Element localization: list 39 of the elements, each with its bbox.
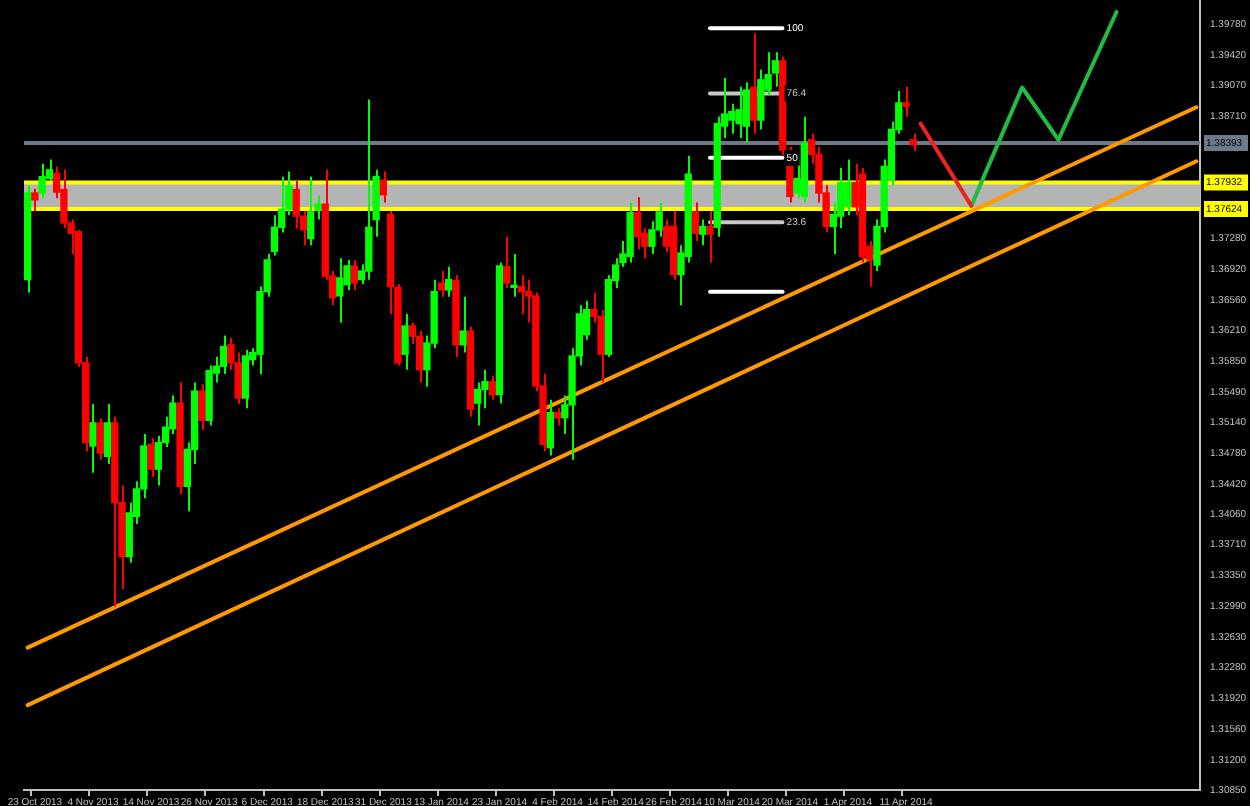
candlestick [307,175,315,247]
candlestick [365,98,373,281]
candlestick [89,403,97,474]
candlestick [503,235,511,290]
candlestick [633,196,642,251]
candlestick [626,201,634,264]
candlestick [415,330,424,384]
candlestick [154,434,162,487]
candlestick [198,383,206,431]
candlestick [749,32,758,135]
candlestick [699,218,707,247]
candlestick [31,187,39,213]
candlestick [103,403,112,466]
candlestick [771,51,779,88]
candlestick [459,295,467,354]
candlestick [38,162,46,200]
candlestick [510,252,518,298]
candlestick [691,201,700,243]
candlestick [742,81,750,144]
candlestick [350,258,358,291]
candlestick [60,168,68,230]
candlestick [488,374,496,401]
candlestick [96,417,104,461]
candlestick [437,270,446,298]
candlestick [445,265,453,298]
candlestick [241,348,250,410]
candlestick [757,68,765,131]
candlestick [379,170,387,204]
candlestick [902,85,910,118]
candlestick [546,398,554,457]
candlestick [336,257,344,324]
candlestick [401,312,409,371]
candlestick [844,158,852,217]
candlestick [219,334,228,375]
candlestick [706,210,714,264]
candlestick [147,437,155,478]
candlestick [735,85,743,140]
candlestick [292,179,300,230]
candlestick [270,214,279,257]
